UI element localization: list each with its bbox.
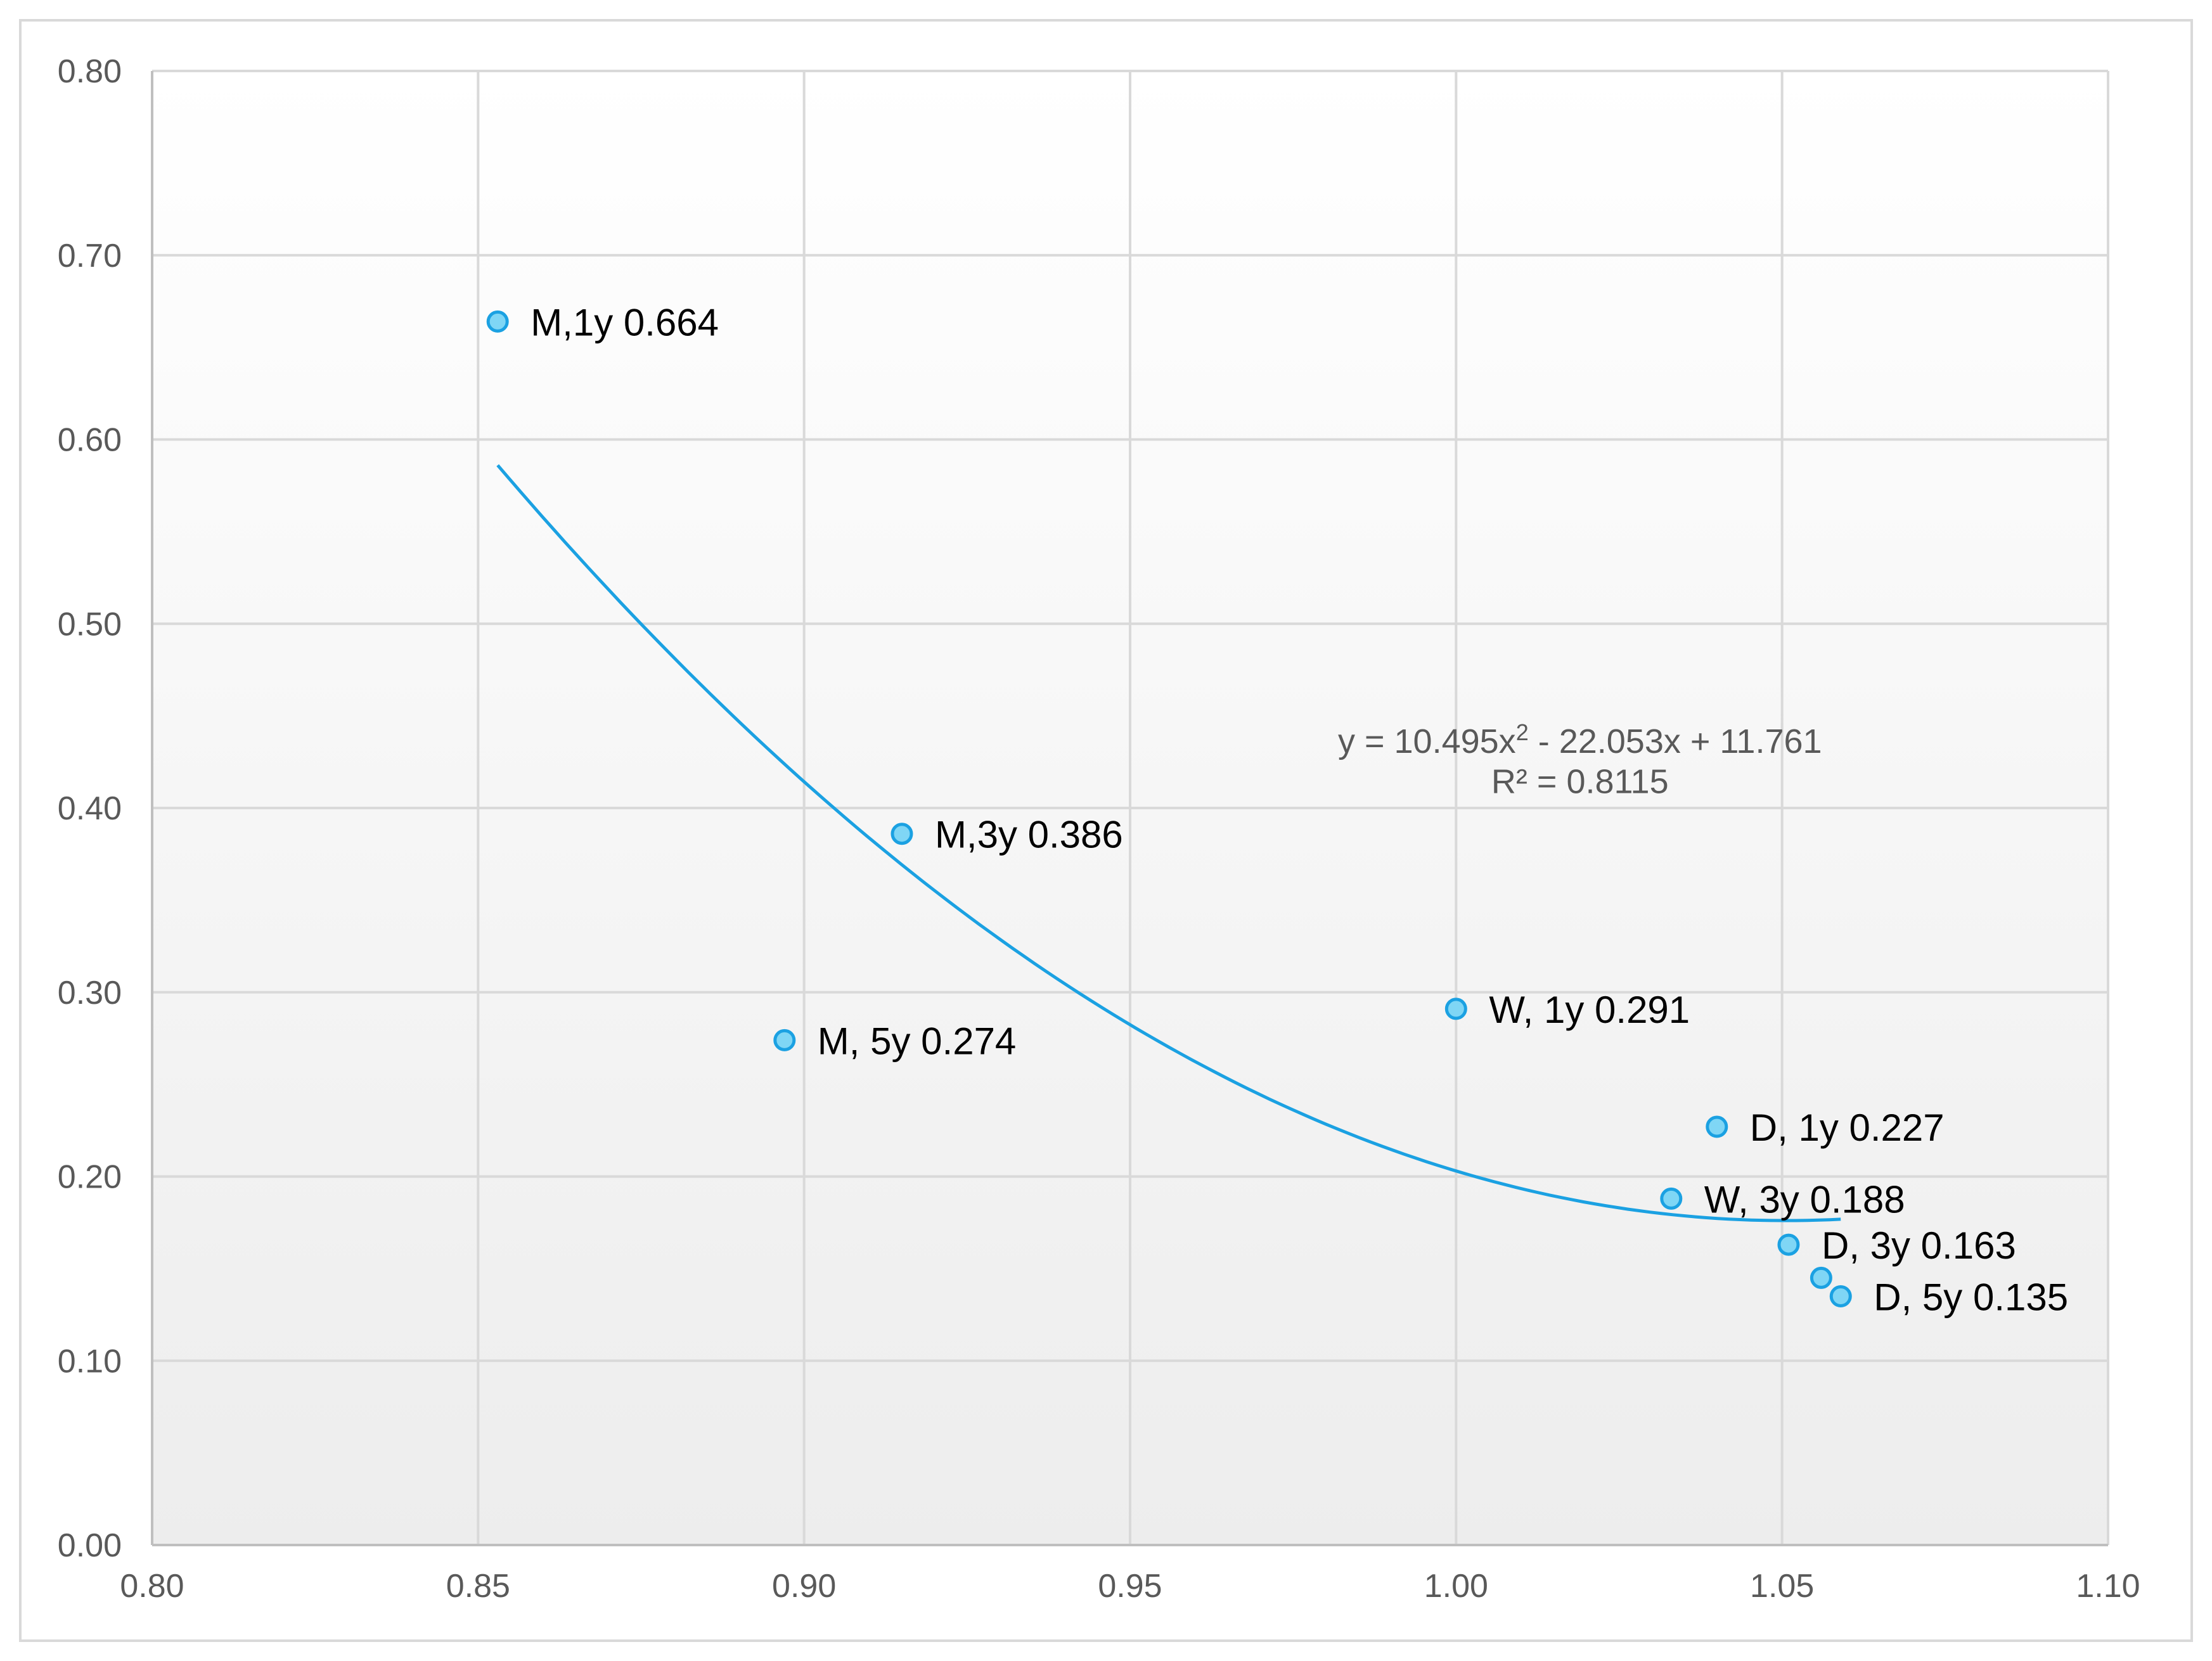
y-axis-tick-labels: 0.00 0.10 0.20 0.30 0.40 0.50 0.60 0.70 0.80 [58,53,122,1564]
polynomial-trendline [496,464,1841,1222]
y-tick-label: 0.60 [58,422,122,459]
y-tick-label: 0.30 [58,975,122,1011]
data-label: W, 3y 0.188 [1704,1178,1905,1221]
x-tick-label: 1.05 [1750,1568,1814,1605]
data-label: D, 3y 0.163 [1822,1224,2016,1267]
data-point [1829,1285,1852,1307]
trendline-r-squared: R² = 0.8115 [1491,763,1669,801]
y-tick-label: 0.40 [58,790,122,827]
y-tick-label: 0.80 [58,53,122,90]
axes [151,71,2108,1546]
data-point [1444,997,1467,1020]
y-tick-label: 0.50 [58,606,122,643]
data-point [1777,1233,1800,1256]
data-point [773,1029,796,1051]
y-tick-label: 0.20 [58,1159,122,1196]
data-label: M, 5y 0.274 [818,1020,1017,1062]
data-point [1810,1266,1832,1289]
data-point [1660,1187,1683,1210]
data-label: M,1y 0.664 [530,301,719,343]
x-axis-tick-labels: 0.80 0.85 0.90 0.95 1.00 1.05 1.10 [120,1568,2140,1605]
data-point [486,310,509,333]
data-point [891,823,913,845]
data-point-labels: M,1y 0.664 M,3y 0.386 M, 5y 0.274 W, 1y 0.2… [530,301,2068,1318]
data-points [486,310,1852,1307]
data-point [1706,1115,1728,1138]
x-tick-label: 0.80 [120,1568,184,1605]
y-tick-label: 0.70 [58,238,122,274]
x-tick-label: 1.10 [2076,1568,2140,1605]
x-tick-label: 0.90 [772,1568,836,1605]
x-tick-label: 0.85 [446,1568,510,1605]
y-tick-label: 0.10 [58,1343,122,1380]
data-label: M,3y 0.386 [935,814,1123,856]
data-label: W, 1y 0.291 [1489,989,1690,1031]
x-tick-label: 1.00 [1424,1568,1488,1605]
trendline-equation: y = 10.495x2 - 22.053x + 11.761 [1338,719,1822,760]
y-tick-label: 0.00 [58,1527,122,1564]
x-tick-label: 0.95 [1098,1568,1162,1605]
data-label: D, 1y 0.227 [1750,1106,1945,1149]
data-label: D, 5y 0.135 [1874,1276,2068,1318]
